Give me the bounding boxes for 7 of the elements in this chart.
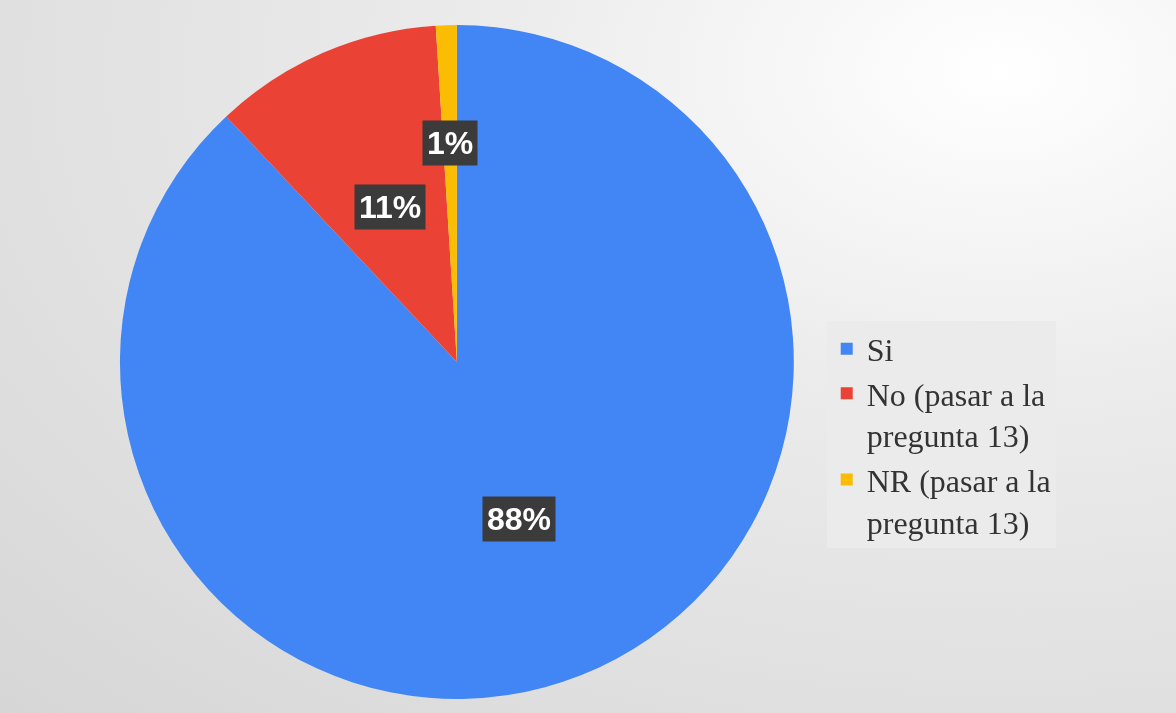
pie-slice xyxy=(120,25,794,699)
data-label: 11% xyxy=(359,189,422,225)
legend-label: Si xyxy=(866,332,894,369)
legend-label: NR (pasar a la pregunta 13) xyxy=(866,463,1051,541)
legend-label: No (pasar a la pregunta 13) xyxy=(866,376,1046,455)
data-label: 1% xyxy=(427,125,474,161)
data-label: 88% xyxy=(487,501,552,537)
